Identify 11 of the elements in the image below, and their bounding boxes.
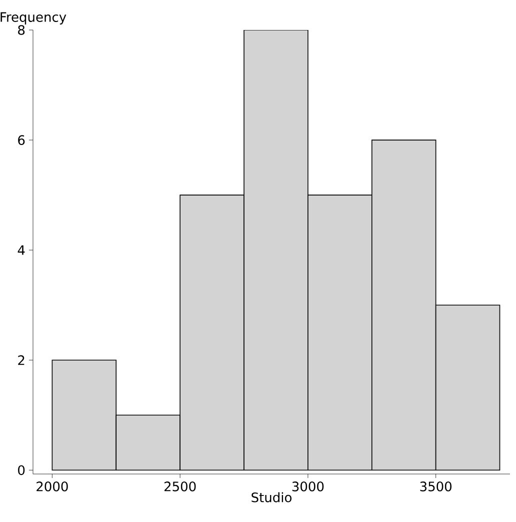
y-tick-label: 8: [18, 25, 25, 35]
x-tick-label: 2500: [164, 482, 196, 492]
x-tick-label: 2000: [36, 482, 68, 492]
y-axis-title: Frequency: [0, 12, 66, 24]
x-tick-label: 3500: [420, 482, 452, 492]
x-tick-label: 3000: [292, 482, 324, 492]
y-tick-label: 2: [18, 355, 24, 365]
y-tick-label: 6: [18, 135, 25, 145]
y-tick-label: 4: [18, 245, 25, 255]
x-axis-title: Studio: [252, 492, 292, 502]
y-tick-label: 0: [18, 465, 25, 476]
